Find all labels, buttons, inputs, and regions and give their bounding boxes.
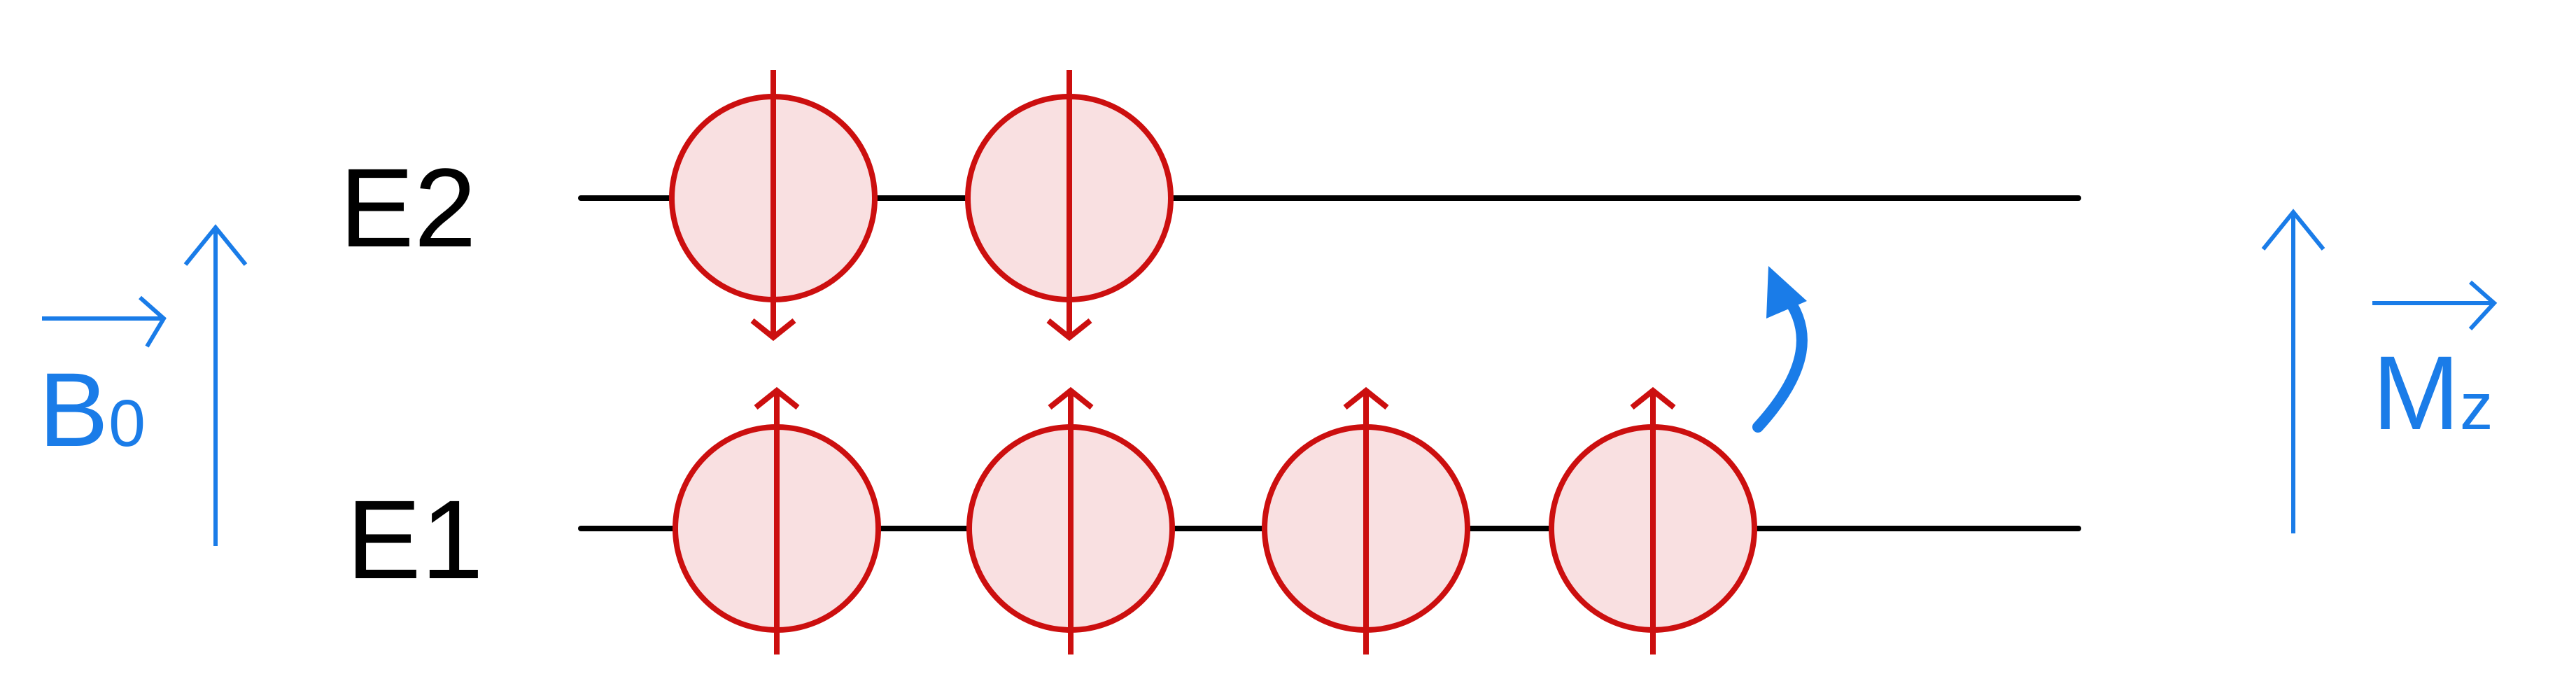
field-direction-arrow [183, 224, 248, 546]
b0-field-label: B0 [38, 351, 146, 468]
up-arrowhead [1048, 386, 1094, 410]
mz-vector-arrow [2372, 280, 2498, 331]
down-arrowhead [750, 318, 796, 342]
mz-subscript: z [2460, 370, 2493, 444]
up-arrowhead [754, 386, 800, 410]
spin-up-3 [1262, 386, 1470, 654]
spin-up-2 [966, 386, 1175, 654]
magnetization-direction-arrow [2261, 209, 2325, 533]
transition-arrow-icon [1752, 266, 1808, 433]
spin-down-1 [669, 70, 878, 342]
mz-symbol: M [2372, 334, 2460, 451]
spin-up-1 [673, 386, 881, 654]
upper-level-label: E2 [339, 145, 477, 270]
spin-down-2 [965, 70, 1174, 342]
up-arrowhead [1630, 386, 1676, 410]
lower-level-label: E1 [346, 477, 484, 602]
up-arrowhead [1343, 386, 1389, 410]
b0-field-symbol: B [38, 351, 108, 468]
spin-up-4 [1549, 386, 1757, 654]
b0-field-vector-arrow [42, 295, 167, 348]
down-arrowhead [1046, 318, 1092, 342]
mz-label: Mz [2372, 334, 2493, 451]
b0-field-subscript: 0 [108, 386, 146, 461]
